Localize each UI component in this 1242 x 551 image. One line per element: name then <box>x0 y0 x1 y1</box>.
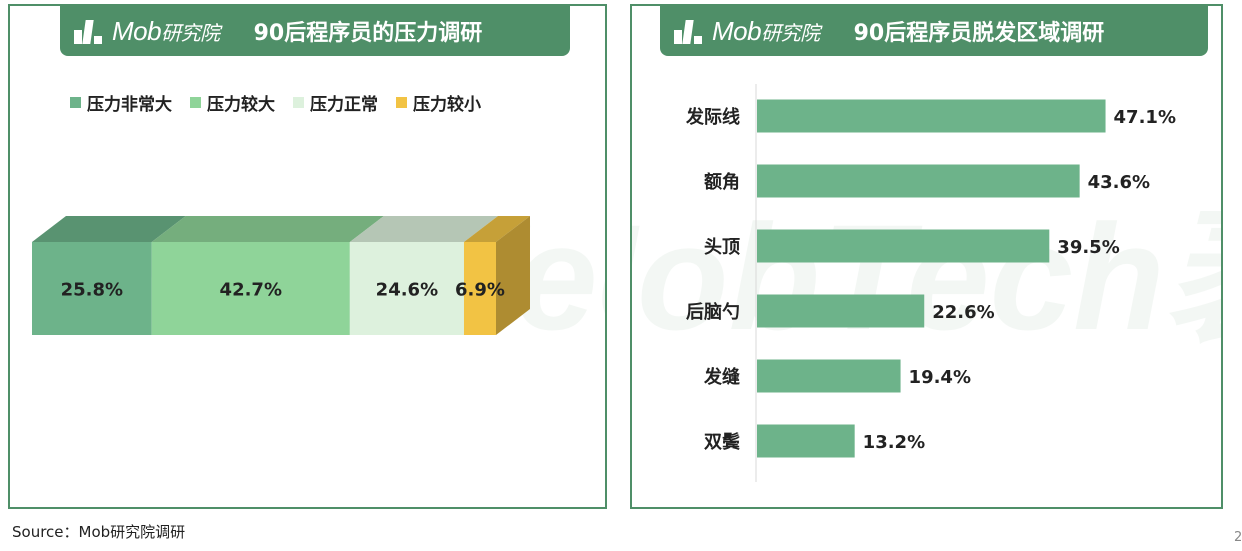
bar-value-label: 39.5% <box>1057 237 1119 258</box>
stack-segment <box>151 242 350 335</box>
legend-label: 压力非常大 <box>87 95 172 115</box>
stack-value-label: 42.7% <box>220 280 282 301</box>
hair-loss-chart-title: 90后程序员脱发区域调研 <box>853 21 1105 46</box>
stack-segment <box>32 242 152 335</box>
logo-cn: 研究院 <box>161 22 220 45</box>
bar-value-label: 13.2% <box>863 432 925 453</box>
category-label: 头顶 <box>704 237 740 258</box>
legend-swatch <box>293 97 304 108</box>
legend-item: 压力较大 <box>190 90 275 115</box>
bar-value-label: 47.1% <box>1114 107 1176 128</box>
hair-loss-bar-chart: 发际线 47.1% 额角 43.6% 头顶 39.5% 后脑勺 22.6% 发缝 19.4% 双鬓 1… <box>685 84 1176 482</box>
legend-swatch <box>70 97 81 108</box>
logo-latin: Mob <box>712 15 762 46</box>
category-label: 发缝 <box>703 366 740 388</box>
hair-loss-panel-header: Mob研究院 90后程序员脱发区域调研 <box>660 6 1208 56</box>
bar-value-label: 22.6% <box>932 302 994 323</box>
bar <box>757 359 901 393</box>
category-label: 发际线 <box>685 106 740 128</box>
legend-item: 压力非常大 <box>70 90 172 115</box>
stack-value-label: 24.6% <box>376 280 438 301</box>
category-label: 后脑勺 <box>686 301 740 323</box>
legend-item: 压力较小 <box>396 90 481 115</box>
stack-segment <box>349 242 464 335</box>
mob-logo-icon <box>672 16 706 46</box>
mob-logo: Mob研究院 <box>672 16 820 47</box>
stack-segment-side <box>496 216 530 335</box>
stack-segment-top <box>151 216 384 242</box>
stack-segment-top <box>463 216 530 242</box>
category-label: 额角 <box>704 171 740 193</box>
stress-panel-header: Mob研究院 90后程序员的压力调研 <box>60 6 570 56</box>
source-note: Source：Mob研究院调研 <box>12 523 186 541</box>
bar <box>757 229 1050 263</box>
bar-value-label: 19.4% <box>909 367 971 388</box>
legend-label: 压力较小 <box>413 95 481 115</box>
legend-swatch <box>190 97 201 108</box>
mob-logo: Mob研究院 <box>72 16 220 47</box>
legend-label: 压力较大 <box>207 95 275 115</box>
stress-survey-panel: MobTech袤博 Mob研究院 90后程序员的压力调研 压力非常大压力较大压力… <box>8 4 607 509</box>
legend-label: 压力正常 <box>310 95 378 115</box>
bar <box>757 424 855 458</box>
stack-segment-top <box>32 216 186 242</box>
logo-latin: Mob <box>112 15 162 46</box>
stack-value-label: 6.9% <box>455 280 505 301</box>
page-number: 2 <box>1234 530 1242 545</box>
bar <box>757 99 1106 133</box>
bar <box>757 294 925 328</box>
category-label: 双鬓 <box>704 431 740 453</box>
legend-swatch <box>396 97 407 108</box>
stress-legend: 压力非常大 压力较大 压力正常 压力较小 <box>70 90 481 115</box>
bar-value-label: 43.6% <box>1088 172 1150 193</box>
stack-value-label: 25.8% <box>61 280 123 301</box>
logo-cn: 研究院 <box>761 22 820 45</box>
bar <box>757 164 1080 198</box>
stacked-bar-chart: 25.8% 42.7% 24.6% 6.9% <box>32 216 530 335</box>
mob-logo-icon <box>72 16 106 46</box>
stack-segment <box>463 242 496 335</box>
stress-chart-title: 90后程序员的压力调研 <box>253 21 483 46</box>
hair-loss-panel: MobTech袤博 Mob研究院 90后程序员脱发区域调研 发际线47.1%额角… <box>630 4 1223 509</box>
legend-item: 压力正常 <box>293 90 378 115</box>
stack-segment-top <box>349 216 498 242</box>
